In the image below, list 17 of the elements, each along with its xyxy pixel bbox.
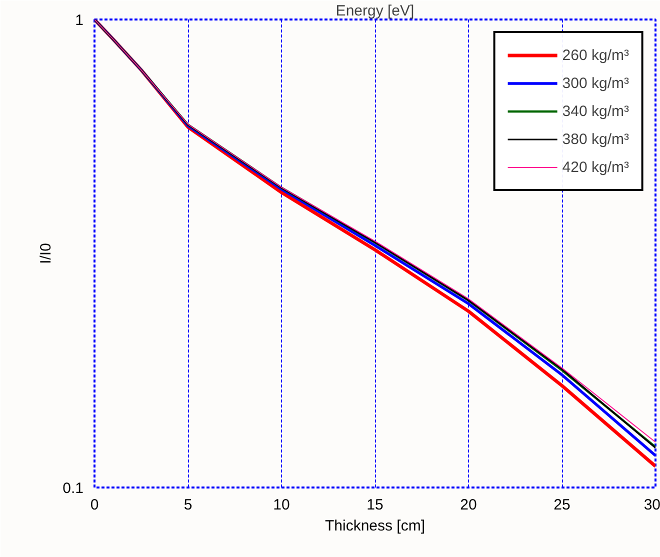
y-tick-label: 1 bbox=[75, 12, 84, 29]
legend-label: 340 kg/m³ bbox=[562, 102, 629, 120]
chart-title: Energy [eV] bbox=[336, 2, 414, 20]
x-tick-label: 30 bbox=[644, 496, 660, 514]
x-tick-label: 20 bbox=[460, 496, 477, 514]
legend-label: 420 kg/m³ bbox=[562, 158, 629, 176]
x-tick-label: 10 bbox=[273, 496, 290, 514]
x-tick-label: 25 bbox=[554, 496, 570, 514]
x-tick-label: 15 bbox=[366, 496, 384, 514]
legend-label: 380 kg/m³ bbox=[562, 130, 629, 148]
x-tick-label: 5 bbox=[184, 496, 192, 514]
legend-label: 300 kg/m³ bbox=[562, 74, 629, 92]
x-tick-label: 0 bbox=[90, 496, 99, 514]
y-axis-title: I/I0 bbox=[38, 243, 55, 264]
x-axis-title: Thickness [cm] bbox=[324, 518, 426, 534]
y-tick-label: 0.1 bbox=[62, 480, 84, 497]
legend-label: 260 kg/m³ bbox=[562, 46, 629, 64]
